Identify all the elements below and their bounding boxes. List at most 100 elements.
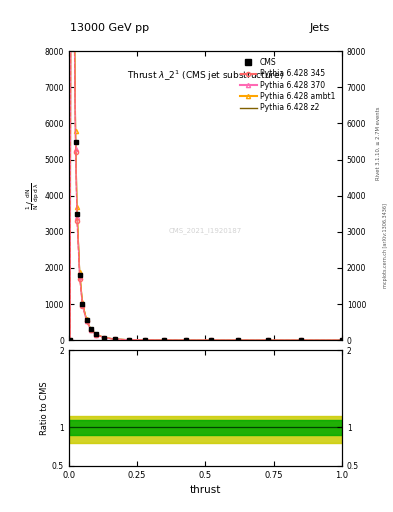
CMS	[72, 12, 77, 18]
Pythia 6.428 345	[94, 332, 98, 338]
Pythia 6.428 345	[184, 337, 189, 343]
Pythia 6.428 ambt1	[94, 331, 98, 337]
Pythia 6.428 z2	[77, 270, 82, 276]
Pythia 6.428 ambt1	[88, 326, 93, 332]
Pythia 6.428 ambt1	[75, 203, 79, 209]
CMS	[88, 326, 93, 332]
Pythia 6.428 370	[143, 337, 148, 343]
CMS	[208, 337, 213, 343]
Pythia 6.428 ambt1	[127, 337, 131, 343]
CMS	[143, 337, 148, 343]
Pythia 6.428 345	[80, 303, 85, 309]
Pythia 6.428 ambt1	[102, 334, 107, 340]
Bar	[69, 420, 342, 435]
Pythia 6.428 370	[80, 302, 85, 308]
Pythia 6.428 370	[68, 337, 72, 343]
CMS	[299, 337, 303, 343]
Pythia 6.428 z2	[162, 337, 167, 343]
Text: mcplots.cern.ch [arXiv:1306.3436]: mcplots.cern.ch [arXiv:1306.3436]	[384, 203, 388, 288]
CMS	[77, 272, 82, 278]
Pythia 6.428 ambt1	[162, 337, 167, 343]
CMS	[84, 317, 89, 324]
Pythia 6.428 370	[266, 337, 270, 343]
Pythia 6.428 370	[340, 337, 344, 343]
Pythia 6.428 370	[127, 337, 131, 343]
CMS	[73, 138, 78, 144]
Pythia 6.428 370	[236, 337, 241, 343]
Line: Pythia 6.428 370: Pythia 6.428 370	[68, 0, 344, 343]
Pythia 6.428 370	[113, 336, 118, 342]
Text: Thrust $\lambda\_2^1$ (CMS jet substructure): Thrust $\lambda\_2^1$ (CMS jet substruct…	[127, 69, 284, 83]
Pythia 6.428 370	[84, 318, 89, 324]
CMS	[75, 211, 79, 217]
Pythia 6.428 370	[208, 337, 213, 343]
Pythia 6.428 345	[162, 337, 167, 343]
Pythia 6.428 ambt1	[84, 316, 89, 323]
CMS	[127, 337, 131, 343]
Pythia 6.428 ambt1	[340, 337, 344, 343]
Pythia 6.428 ambt1	[184, 337, 189, 343]
Pythia 6.428 345	[68, 337, 72, 343]
Pythia 6.428 345	[84, 318, 89, 325]
CMS	[68, 337, 72, 343]
X-axis label: thrust: thrust	[190, 485, 221, 495]
CMS	[184, 337, 189, 343]
Pythia 6.428 ambt1	[68, 337, 72, 343]
Pythia 6.428 z2	[88, 326, 93, 332]
Bar	[69, 416, 342, 443]
Pythia 6.428 345	[299, 337, 303, 343]
Pythia 6.428 z2	[266, 337, 270, 343]
CMS	[102, 335, 107, 341]
Pythia 6.428 345	[127, 337, 131, 343]
Pythia 6.428 345	[75, 218, 79, 224]
Line: CMS: CMS	[68, 0, 344, 343]
Pythia 6.428 370	[94, 332, 98, 338]
CMS	[162, 337, 167, 343]
Pythia 6.428 370	[88, 327, 93, 333]
CMS	[340, 337, 344, 343]
Pythia 6.428 z2	[184, 337, 189, 343]
Pythia 6.428 ambt1	[208, 337, 213, 343]
Pythia 6.428 370	[299, 337, 303, 343]
Pythia 6.428 ambt1	[80, 299, 85, 305]
Pythia 6.428 345	[208, 337, 213, 343]
Pythia 6.428 345	[77, 276, 82, 282]
Pythia 6.428 370	[102, 335, 107, 341]
Pythia 6.428 345	[73, 150, 78, 156]
Pythia 6.428 345	[340, 337, 344, 343]
Pythia 6.428 ambt1	[236, 337, 241, 343]
Text: 13000 GeV pp: 13000 GeV pp	[70, 23, 150, 33]
Pythia 6.428 z2	[75, 207, 79, 213]
Pythia 6.428 345	[113, 336, 118, 342]
Pythia 6.428 z2	[72, 5, 77, 11]
Y-axis label: $\mathregular{\frac{1}{N} / \frac{d\,N}{d\,p\,d\,\lambda}}$: $\mathregular{\frac{1}{N} / \frac{d\,N}{…	[25, 182, 42, 209]
Line: Pythia 6.428 z2: Pythia 6.428 z2	[70, 0, 342, 340]
Pythia 6.428 z2	[340, 337, 344, 343]
CMS	[236, 337, 241, 343]
Pythia 6.428 ambt1	[77, 268, 82, 274]
Pythia 6.428 370	[77, 274, 82, 280]
Pythia 6.428 z2	[113, 336, 118, 342]
Line: Pythia 6.428 345: Pythia 6.428 345	[68, 0, 344, 343]
Pythia 6.428 z2	[236, 337, 241, 343]
Pythia 6.428 z2	[73, 135, 78, 141]
Pythia 6.428 z2	[299, 337, 303, 343]
Pythia 6.428 z2	[208, 337, 213, 343]
Text: Jets: Jets	[310, 23, 330, 33]
Y-axis label: Ratio to CMS: Ratio to CMS	[40, 381, 49, 435]
CMS	[80, 301, 85, 307]
Pythia 6.428 z2	[127, 337, 131, 343]
Pythia 6.428 345	[236, 337, 241, 343]
Pythia 6.428 345	[266, 337, 270, 343]
CMS	[113, 336, 118, 342]
Pythia 6.428 370	[73, 146, 78, 152]
CMS	[94, 331, 98, 337]
Pythia 6.428 z2	[80, 300, 85, 306]
Legend: CMS, Pythia 6.428 345, Pythia 6.428 370, Pythia 6.428 ambt1, Pythia 6.428 z2: CMS, Pythia 6.428 345, Pythia 6.428 370,…	[237, 55, 338, 115]
Pythia 6.428 370	[72, 23, 77, 29]
Pythia 6.428 ambt1	[143, 337, 148, 343]
Pythia 6.428 345	[72, 30, 77, 36]
Pythia 6.428 ambt1	[113, 336, 118, 342]
Pythia 6.428 ambt1	[299, 337, 303, 343]
Pythia 6.428 370	[75, 215, 79, 221]
